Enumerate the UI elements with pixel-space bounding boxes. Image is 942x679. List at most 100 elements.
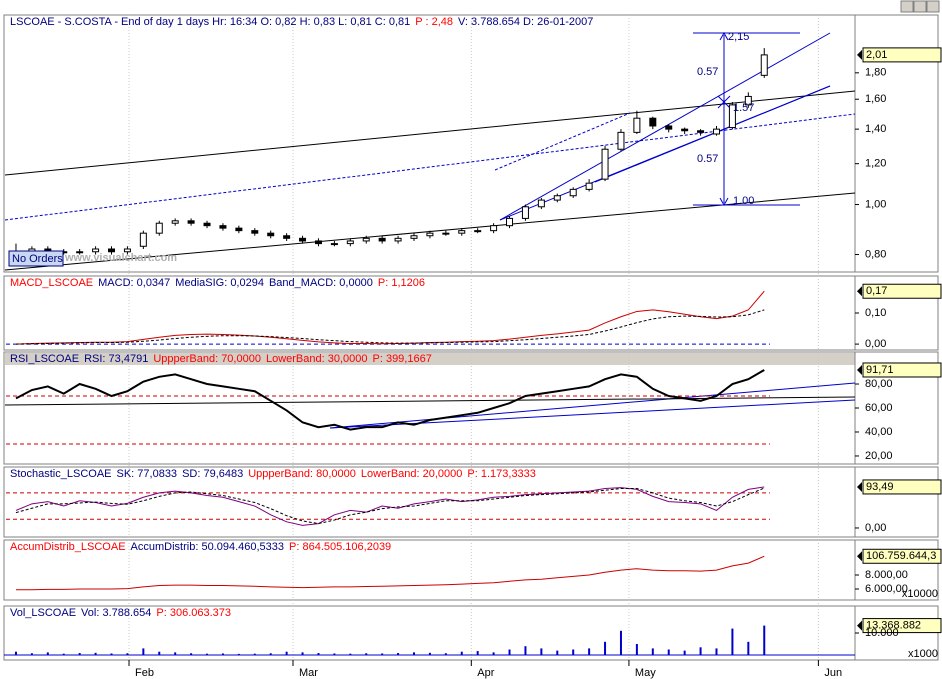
candle-body [330, 243, 338, 246]
series-line [15, 290, 765, 345]
labels: Feb Mar Apr May Jun LSCOAE - S.COSTA - End of… [8, 16, 938, 679]
volume-bar [763, 625, 766, 656]
drawing-tools [4, 31, 856, 429]
volume-bar [333, 653, 336, 656]
volume-bar [30, 653, 33, 656]
y-tick-label: 1,00 [865, 198, 886, 210]
last-value-pointer [857, 286, 862, 297]
volume-bar [460, 651, 463, 656]
last-value-pointer [857, 481, 862, 492]
candle-body [283, 235, 291, 239]
minimize-button[interactable] [900, 0, 914, 13]
last-value-pointer [857, 49, 862, 60]
panel-header: RSI_LSCOAE RSI: 73,4791 UppperBand: 70,000… [10, 353, 432, 365]
candle-body [92, 248, 100, 253]
volume-bar [699, 647, 702, 656]
channel-line [594, 85, 831, 183]
volume-bar [190, 653, 193, 656]
fibo-cross [717, 95, 731, 109]
candle-body [633, 117, 641, 133]
header-item: P: 1,1206 [378, 277, 425, 289]
candle-body [187, 220, 195, 224]
last-value-pointer [857, 364, 862, 375]
y-tick-label: 20,00 [865, 450, 893, 462]
header-item: Stochastic_LSCOAE [10, 468, 112, 480]
trend-line [4, 113, 856, 221]
candle-body [251, 230, 259, 234]
last-value: 91,71 [857, 362, 942, 378]
y-tick-label: 1,40 [865, 123, 886, 135]
volume-bar [206, 653, 209, 656]
y-tick-label: 0,10 [865, 307, 886, 319]
annotation: No Orders [12, 253, 63, 265]
last-value: 0,17 [857, 283, 942, 299]
header-item: SK: 77,0833 [117, 468, 178, 480]
header-item: LowerBand: 20,0000 [361, 468, 463, 480]
header-item: Vol: 3.788.654 [81, 607, 151, 619]
candle-body [123, 248, 131, 253]
candle-body [585, 182, 593, 190]
volume-bar [174, 652, 177, 656]
y-tick-label: 1,20 [865, 158, 886, 170]
volume-bar [667, 649, 670, 656]
volume-bar [301, 652, 304, 656]
panel-header: MACD_LSCOAE MACD: 0,0347 MediaSIG: 0,0294 B… [10, 277, 425, 289]
volume-bar [683, 650, 686, 656]
header-item: P: 864.505.106,2039 [289, 541, 391, 553]
annotation: 2,15 [728, 31, 749, 43]
fibo-arrowhead [719, 31, 729, 207]
header-item: MediaSIG: 0,0294 [175, 277, 264, 289]
candle-body [665, 125, 673, 130]
rsi-trend-line [329, 382, 856, 429]
candle-body [744, 95, 752, 106]
header-item: P: 1.173,3333 [467, 468, 536, 480]
last-value-label: 93,49 [866, 481, 894, 493]
candle-body [299, 237, 307, 242]
header-item: RSI_LSCOAE [10, 353, 79, 365]
volume-bar [46, 652, 49, 656]
candle-body [521, 206, 529, 219]
candle-body [139, 232, 147, 247]
volume-bar [126, 653, 129, 656]
last-value: 93,49 [857, 479, 942, 495]
volume-bar [604, 641, 607, 656]
volume-bar [508, 649, 511, 656]
volume-bar [349, 653, 352, 656]
candle-body [474, 230, 482, 233]
last-value-label: 0,17 [866, 285, 887, 297]
candle-body [219, 225, 227, 229]
volume-bar [110, 653, 113, 656]
panel-header: AccumDistrib_LSCOAE AccumDistrib: 50.094.… [10, 541, 391, 553]
y-tick-label: 40,00 [865, 426, 893, 438]
channel-line [499, 32, 831, 221]
volume-bar [142, 648, 145, 656]
header-item: UppperBand: 80,0000 [248, 468, 356, 480]
series-line [15, 486, 765, 526]
candle-body [537, 199, 545, 208]
unit-label: x1000 [908, 648, 938, 660]
last-value-box [862, 362, 942, 378]
trend-line [4, 90, 856, 176]
candle-body [314, 240, 322, 245]
maximize-button[interactable] [913, 0, 927, 13]
header-item: P: 306.063.373 [156, 607, 231, 619]
header-item: LSCOAE - S.COSTA - End of day 1 days Hr:… [10, 16, 410, 28]
header-item: SD: 79,6483 [182, 468, 243, 480]
candle-body [490, 225, 498, 232]
candle-body [760, 54, 768, 76]
candle-body [171, 220, 179, 224]
panel-header: Stochastic_LSCOAE SK: 77,0833 SD: 79,6483 U… [10, 468, 536, 480]
volume-bar [412, 652, 415, 656]
volume-bar [588, 648, 591, 656]
volume-bar [14, 651, 17, 656]
volume-bar [540, 648, 543, 656]
candle-body [458, 230, 466, 234]
header-item: V: 3.788.654 D: 26-01-2007 [458, 16, 593, 28]
last-value-box [862, 548, 942, 564]
volume-bar [747, 641, 750, 656]
close-button[interactable] [926, 0, 940, 13]
annotation: 1.00 [733, 195, 754, 207]
candle-body [553, 195, 561, 201]
series-line [15, 309, 765, 345]
